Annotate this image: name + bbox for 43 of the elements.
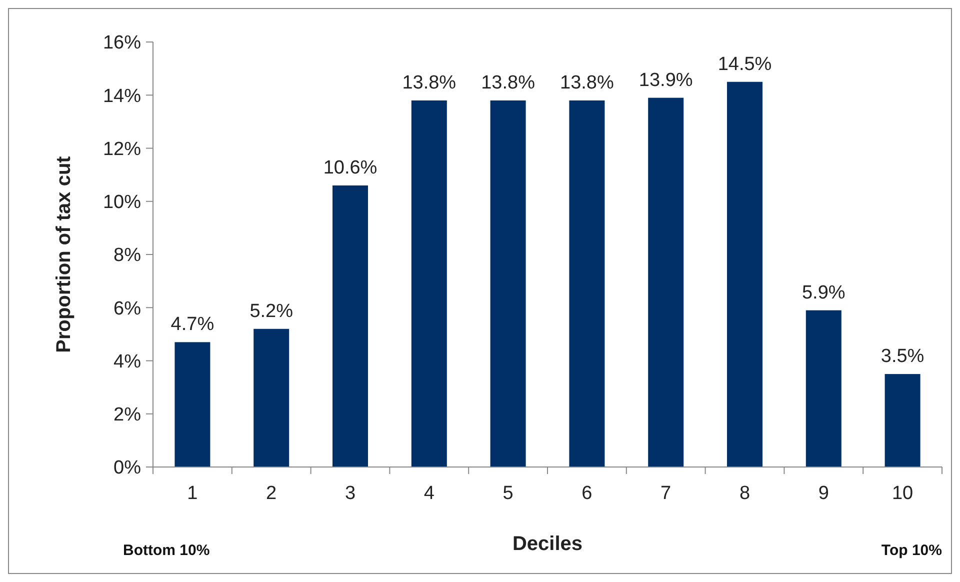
data-label: 13.9% xyxy=(638,70,693,91)
bar xyxy=(648,98,684,467)
y-tick-label: 10% xyxy=(102,192,142,214)
x-tick-label: 10 xyxy=(892,483,914,504)
data-label: 5.2% xyxy=(250,300,294,322)
data-label: 14.5% xyxy=(718,54,772,75)
data-label: 13.8% xyxy=(560,72,614,94)
x-tick-label: 9 xyxy=(818,483,829,504)
bar xyxy=(411,100,447,467)
y-tick-label: 8% xyxy=(114,245,142,266)
y-tick-label: 16% xyxy=(102,32,142,54)
x-tick-label: 5 xyxy=(502,483,514,504)
bar xyxy=(332,185,368,467)
x-axis-title: Deciles xyxy=(512,533,583,555)
y-tick-label: 0% xyxy=(114,458,142,479)
y-tick-label: 14% xyxy=(102,86,142,107)
data-label: 4.7% xyxy=(170,314,214,336)
y-tick-label: 2% xyxy=(114,404,142,426)
x-tick-label: 4 xyxy=(424,483,435,504)
x-tick-label: 8 xyxy=(739,483,750,504)
bar xyxy=(569,100,605,467)
y-axis-title: Proportion of tax cut xyxy=(53,156,75,353)
data-label: 13.8% xyxy=(481,72,536,94)
text: Bottom 10% xyxy=(123,542,210,559)
x-tick-label: 2 xyxy=(266,483,277,504)
data-label: 10.6% xyxy=(323,157,378,178)
x-tick-label: 1 xyxy=(187,483,198,504)
y-tick-label: 4% xyxy=(114,351,142,372)
data-label: 13.8% xyxy=(402,72,456,94)
text: Top 10% xyxy=(881,542,942,559)
x-tick-label: 7 xyxy=(660,483,672,504)
bar xyxy=(174,342,210,467)
bar xyxy=(806,310,842,467)
bar xyxy=(490,100,526,467)
x-tick-label: 3 xyxy=(344,483,356,504)
bar xyxy=(726,82,762,467)
y-tick-label: 6% xyxy=(114,298,142,320)
data-label: 5.9% xyxy=(802,282,846,304)
x-tick-label: 6 xyxy=(582,483,592,504)
y-tick-label: 12% xyxy=(102,138,142,160)
bar xyxy=(884,374,920,467)
data-label: 3.5% xyxy=(880,346,924,368)
bar xyxy=(254,328,290,467)
